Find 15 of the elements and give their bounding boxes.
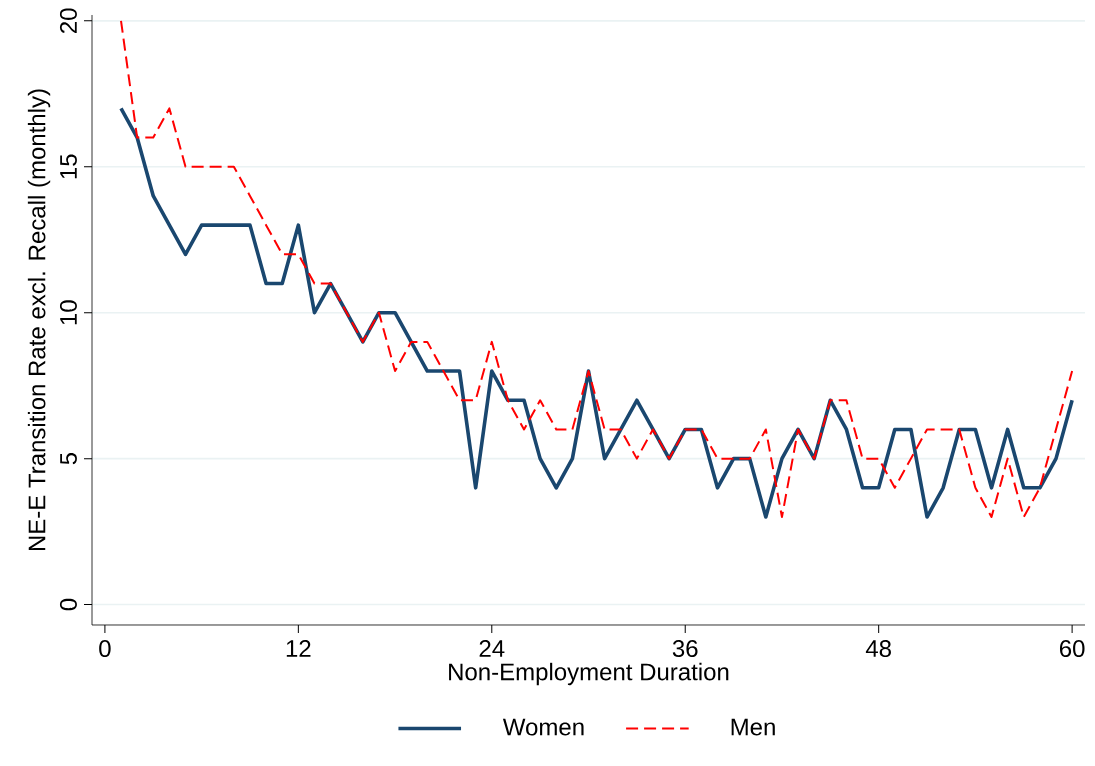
y-tick-label: 15 [60, 154, 77, 179]
x-tick-label: 60 [1059, 640, 1085, 658]
legend-label: Women [502, 718, 584, 736]
y-tick-label: 10 [59, 300, 77, 325]
y-axis-title: NE-E Transition Rate excl. Recall (monthly) [27, 89, 51, 551]
x-axis-title: Non-Employment Duration [449, 662, 729, 686]
x-tick-label: 36 [672, 640, 698, 658]
x-tick-label: 24 [479, 640, 505, 657]
y-tick-label: 5 [60, 452, 77, 465]
x-tick-label: 48 [865, 640, 891, 658]
x-tick-label: 0 [99, 640, 111, 658]
y-tick-label: 20 [59, 8, 77, 33]
legend-label: Men [731, 718, 775, 736]
y-tick-label: 0 [59, 598, 77, 611]
x-tick-label: 12 [286, 640, 311, 657]
